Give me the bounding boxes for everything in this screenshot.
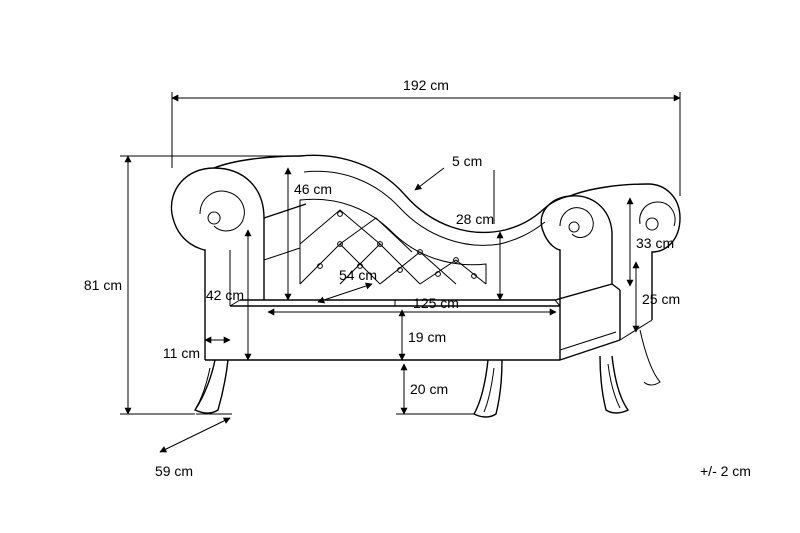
dim-seat-depth: 54 cm [339, 267, 377, 283]
dim-leg-height: 20 cm [410, 381, 448, 397]
dimensions: 192 cm 81 cm 59 cm 46 cm 42 cm 11 cm 5 c… [84, 77, 680, 479]
dim-total-width: 192 cm [403, 77, 449, 93]
dim-back-height: 46 cm [294, 181, 332, 197]
dim-right-arm-seat: 25 cm [642, 291, 680, 307]
dim-depth: 59 cm [155, 463, 193, 479]
dim-back-thickness: 5 cm [452, 153, 482, 169]
tolerance-label: +/- 2 cm [700, 463, 751, 479]
dim-arm-front: 11 cm [163, 345, 200, 361]
dim-right-arm-height: 33 cm [636, 235, 674, 251]
dim-seat-width: 125 cm [413, 295, 459, 311]
dim-right-back-height: 28 cm [456, 211, 494, 227]
dim-seat-arm-height: 42 cm [206, 287, 244, 303]
dim-cushion-height: 19 cm [408, 329, 446, 345]
dim-total-height: 81 cm [84, 277, 122, 293]
